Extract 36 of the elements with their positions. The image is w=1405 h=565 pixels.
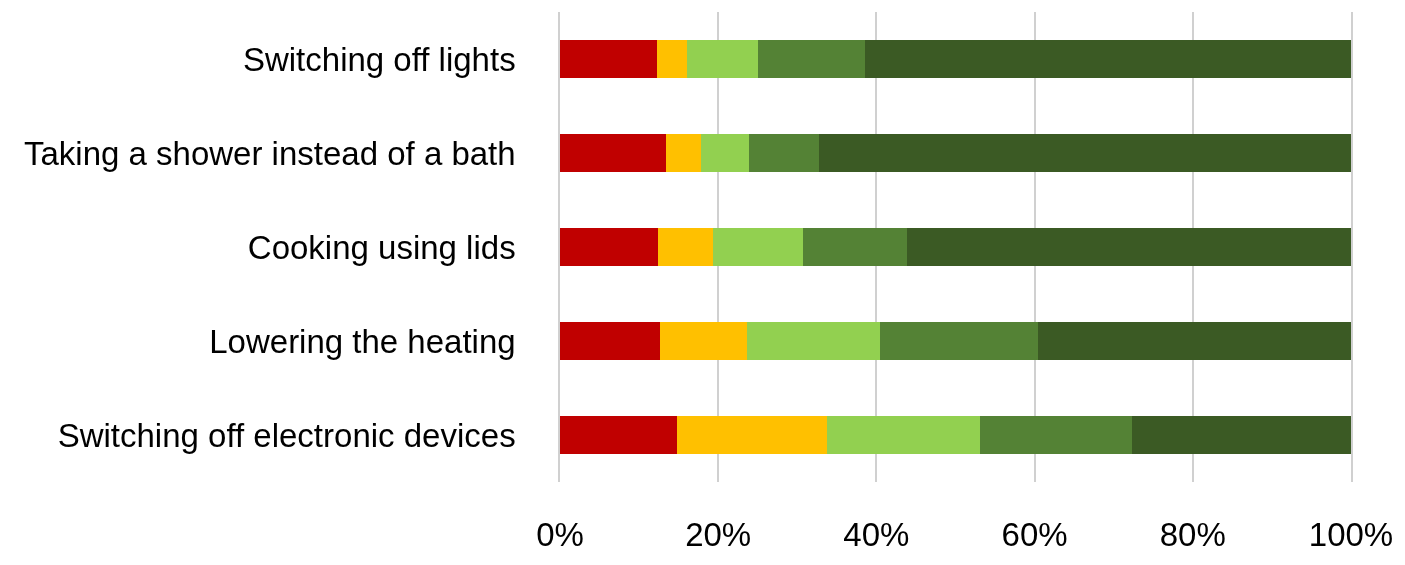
bar — [665, 134, 701, 172]
bar — [757, 40, 865, 78]
bar — [686, 40, 758, 78]
x-tick-label: 20% — [685, 516, 752, 553]
y-tick-label: Cooking using lids — [247, 228, 516, 266]
x-tick-label: 0% — [536, 516, 584, 553]
bar — [980, 416, 1132, 454]
bar — [660, 322, 747, 360]
y-tick-label: Switching off electronic devices — [57, 416, 516, 454]
x-tick-label: 80% — [1159, 516, 1226, 553]
bar — [658, 228, 713, 266]
bar — [819, 134, 1351, 172]
bar — [560, 228, 659, 266]
bar — [749, 134, 820, 172]
bar — [560, 416, 678, 454]
bar — [560, 134, 666, 172]
bar — [746, 322, 880, 360]
x-tick-label: 100% — [1308, 516, 1394, 553]
bar — [802, 228, 908, 266]
bar — [879, 322, 1038, 360]
bar — [560, 40, 657, 78]
bar — [656, 40, 687, 78]
bar — [1037, 322, 1351, 360]
bar — [700, 134, 750, 172]
y-tick-label: Switching off lights — [242, 40, 516, 78]
bar — [907, 228, 1351, 266]
bar — [827, 416, 981, 454]
bar — [712, 228, 803, 266]
y-tick-label: Lowering the heating — [209, 322, 516, 360]
bar — [677, 416, 828, 454]
x-tick-label: 60% — [1001, 516, 1068, 553]
bar — [864, 40, 1351, 78]
x-tick-label: 40% — [843, 516, 910, 553]
y-tick-label: Taking a shower instead of a bath — [23, 134, 516, 172]
bar — [560, 322, 661, 360]
bar — [1131, 416, 1351, 454]
